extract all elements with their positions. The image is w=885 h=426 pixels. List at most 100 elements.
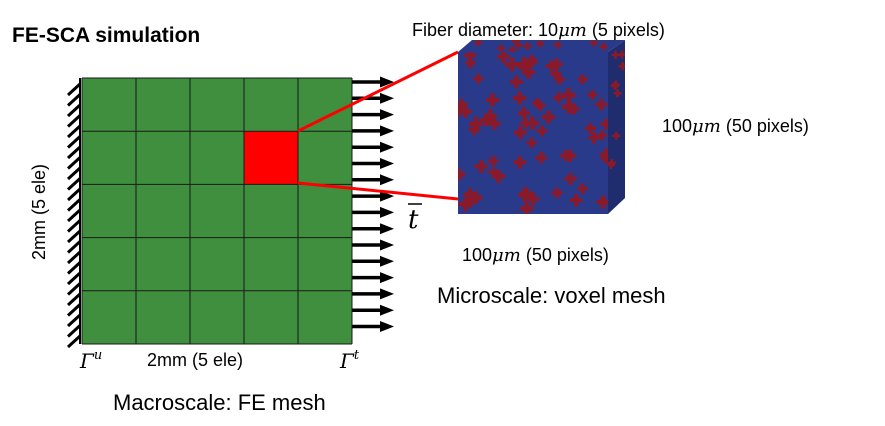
fiber-voxel bbox=[587, 89, 598, 100]
fiber-voxel bbox=[610, 81, 619, 90]
fiber-voxel bbox=[520, 117, 532, 129]
fiber-voxel bbox=[525, 116, 540, 130]
fiber-voxel bbox=[611, 50, 620, 59]
fiber-voxel bbox=[577, 183, 588, 194]
traction-arrows bbox=[352, 76, 394, 332]
voxel-cube bbox=[458, 40, 625, 214]
fiber-voxel bbox=[595, 98, 608, 111]
traction-arrow bbox=[352, 158, 394, 169]
traction-arrow bbox=[352, 190, 394, 202]
macro-height-label: 2mm (5 ele) bbox=[29, 164, 49, 260]
fiber-voxel bbox=[570, 194, 583, 207]
gamma-u-label: Γu bbox=[79, 348, 102, 373]
fiber-voxel bbox=[468, 123, 481, 136]
fiber-voxel bbox=[585, 122, 597, 134]
fiber-voxel bbox=[464, 52, 477, 62]
fiber-voxel bbox=[517, 107, 531, 120]
fiber-voxel bbox=[497, 44, 506, 52]
fiber-voxel bbox=[618, 62, 625, 71]
fiber-voxel bbox=[514, 41, 523, 50]
traction-symbol: t bbox=[408, 203, 422, 235]
traction-arrow bbox=[352, 223, 394, 235]
fiber-voxel bbox=[613, 89, 622, 98]
fiber-voxel bbox=[473, 73, 484, 84]
fiber-voxel bbox=[521, 65, 535, 79]
fiber-voxel bbox=[596, 130, 607, 141]
cube-depth-label: 100μm (50 pixels) bbox=[662, 116, 809, 137]
fiber-voxel bbox=[505, 57, 519, 72]
fiber-voxel bbox=[469, 191, 483, 204]
macro-fe-mesh bbox=[81, 77, 353, 345]
fiber-voxel bbox=[513, 91, 527, 105]
traction-arrow bbox=[352, 109, 394, 121]
fiber-voxel bbox=[577, 74, 588, 85]
fiber-voxel bbox=[518, 188, 532, 202]
fiber-voxel bbox=[485, 93, 500, 107]
fiber-voxel bbox=[600, 118, 608, 130]
fiber-voxel bbox=[465, 57, 476, 69]
fiber-voxel bbox=[534, 100, 546, 111]
fiber-voxel bbox=[541, 110, 555, 124]
fiber-voxel bbox=[551, 187, 563, 199]
fiber-voxel bbox=[474, 40, 483, 47]
mesh-background bbox=[82, 78, 352, 344]
traction-arrow bbox=[352, 76, 394, 88]
fiber-voxel bbox=[458, 104, 466, 117]
fiber-voxel bbox=[491, 169, 506, 183]
fiber-voxel bbox=[512, 40, 521, 46]
traction-arrow bbox=[352, 141, 394, 153]
fiber-voxel bbox=[458, 168, 466, 181]
fiber-diameter-label: Fiber diameter: 10μm (5 pixels) bbox=[412, 20, 665, 41]
fiber-voxel bbox=[517, 57, 531, 72]
fiber-voxel bbox=[474, 160, 488, 173]
fiber-voxel bbox=[488, 117, 501, 130]
traction-arrow bbox=[352, 206, 394, 218]
macroscale-caption: Macroscale: FE mesh bbox=[113, 390, 326, 415]
fiber-voxel bbox=[513, 126, 527, 140]
fiber-voxel bbox=[519, 201, 534, 214]
traction-arrow bbox=[352, 239, 394, 251]
fiber-voxel bbox=[536, 125, 548, 137]
cube-width-label: 100μm (50 pixels) bbox=[462, 245, 609, 266]
fiber-voxel bbox=[561, 99, 576, 114]
traction-arrow bbox=[352, 174, 394, 186]
fiber-voxel bbox=[488, 167, 499, 178]
fiber-voxels-top bbox=[474, 40, 608, 52]
fiber-voxel bbox=[508, 46, 517, 52]
fiber-voxel bbox=[510, 75, 523, 89]
fiber-voxel bbox=[523, 42, 532, 51]
fiber-voxel bbox=[535, 151, 548, 164]
fiber-voxel bbox=[513, 156, 527, 169]
macro-width-label: 2mm (5 ele) bbox=[147, 350, 243, 370]
fiber-voxel bbox=[564, 172, 577, 185]
traction-arrow bbox=[352, 272, 394, 284]
fixed-boundary-hatch bbox=[66, 78, 82, 349]
fiber-voxel bbox=[464, 196, 476, 208]
fiber-voxel bbox=[459, 105, 472, 118]
highlighted-element bbox=[244, 131, 298, 185]
fiber-voxel bbox=[601, 153, 608, 165]
traction-arrow bbox=[352, 288, 394, 300]
fiber-voxel bbox=[526, 192, 540, 206]
fiber-voxels bbox=[458, 52, 608, 214]
fiber-voxel bbox=[588, 131, 600, 144]
gamma-t-label: Γt bbox=[339, 348, 360, 373]
fiber-voxel bbox=[550, 68, 562, 80]
fiber-voxel bbox=[458, 98, 468, 111]
fiber-voxel bbox=[526, 137, 537, 149]
fiber-voxel bbox=[480, 113, 493, 127]
fiber-voxel bbox=[497, 52, 510, 63]
fiber-voxel bbox=[560, 150, 572, 162]
fiber-voxel bbox=[553, 40, 562, 49]
fiber-voxel bbox=[545, 60, 558, 72]
fiber-voxel bbox=[463, 188, 476, 201]
traction-label: t bbox=[408, 205, 419, 235]
zoom-lines bbox=[297, 50, 459, 201]
traction-arrow bbox=[352, 125, 394, 137]
fiber-voxel bbox=[525, 56, 537, 69]
fiber-voxel bbox=[599, 42, 608, 51]
fiber-voxel bbox=[458, 197, 473, 212]
fiber-voxel bbox=[532, 97, 543, 109]
fiber-voxel bbox=[483, 109, 497, 123]
